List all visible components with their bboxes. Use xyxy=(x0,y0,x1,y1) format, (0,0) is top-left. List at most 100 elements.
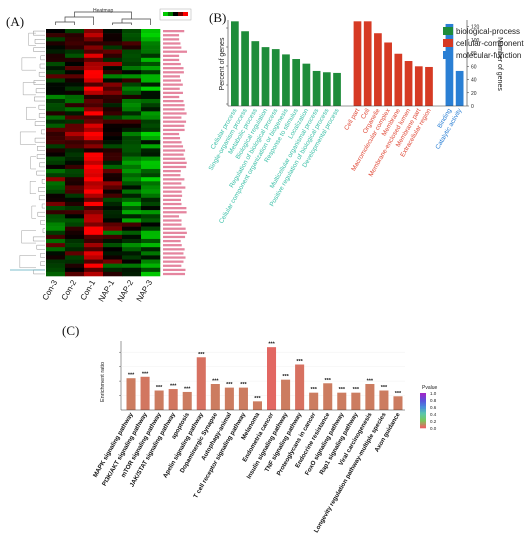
heatmap-cell xyxy=(46,53,66,59)
heatmap-cell xyxy=(84,226,104,232)
kegg-bar xyxy=(168,389,178,410)
row-dendrogram xyxy=(21,57,36,71)
colorbar-segment xyxy=(420,414,426,417)
heatmap-cell xyxy=(84,238,104,244)
heatmap-cell xyxy=(141,160,161,166)
heatmap-cell xyxy=(65,148,85,153)
heatmap-cell xyxy=(46,271,66,277)
significance-label: *** xyxy=(367,379,374,385)
go-category-label: Cell xyxy=(360,108,372,121)
row-dendrogram xyxy=(28,32,36,46)
row-label-mark xyxy=(163,211,187,214)
heatmap-cell xyxy=(141,222,161,227)
heatmap-cell xyxy=(65,247,85,252)
heatmap-cell xyxy=(65,37,85,42)
heatmap-cell xyxy=(122,168,142,174)
panel-b-label: (B) xyxy=(209,10,227,25)
heatmap-cell xyxy=(141,49,161,54)
row-label-mark xyxy=(163,252,184,255)
heatmap-cell xyxy=(46,263,66,269)
heatmap-cell xyxy=(46,226,66,232)
heatmap-cell xyxy=(122,119,142,124)
significance-label: *** xyxy=(170,384,177,390)
heatmap-cell xyxy=(84,214,104,219)
row-dendrogram xyxy=(30,156,36,170)
row-label-mark xyxy=(163,54,180,57)
row-dendrogram xyxy=(41,179,45,184)
heatmap-cell xyxy=(141,173,161,178)
heatmap-cell xyxy=(84,255,104,260)
heatmap-cell xyxy=(103,45,123,50)
heatmap-cell xyxy=(141,152,161,157)
heatmap-cell xyxy=(65,193,85,199)
heatmap-cell xyxy=(141,98,161,104)
heatmap-cell xyxy=(122,218,142,223)
panel-a-label: (A) xyxy=(6,14,25,29)
go-bar xyxy=(404,61,413,106)
heatmap-cell xyxy=(84,103,104,108)
kegg-bar xyxy=(210,384,220,410)
heatmap-cell xyxy=(84,173,104,178)
heatmap-cell xyxy=(65,173,85,178)
heatmap-cell xyxy=(122,148,142,153)
heatmap-panel: Heatmap Con-3 Con-2 Con-1 NAP-1 NAP-2 NAP-3 xyxy=(10,8,192,303)
kegg-bar xyxy=(224,387,234,410)
kegg-bar xyxy=(337,392,347,410)
row-label-mark xyxy=(163,190,182,193)
heatmap-cell xyxy=(46,90,66,96)
heatmap-cell xyxy=(122,140,142,145)
row-label-mark xyxy=(163,153,184,156)
go-bar xyxy=(231,21,239,107)
left-axis-label: Percent of genes xyxy=(219,37,226,90)
significance-label: *** xyxy=(254,396,261,402)
row-dendrogram xyxy=(41,203,45,209)
heatmap-cell xyxy=(122,251,142,256)
column-dendrogram xyxy=(112,22,132,25)
heatmap-cell xyxy=(141,45,161,50)
significance-label: *** xyxy=(184,386,191,392)
heatmap-cell xyxy=(65,230,85,236)
heatmap-cell xyxy=(65,164,85,170)
right-tick-label: 20 xyxy=(471,91,477,97)
heatmap-cell xyxy=(46,214,66,219)
heatmap-cell xyxy=(65,197,85,203)
go-bar xyxy=(261,47,270,106)
colorbar-segment xyxy=(420,406,426,408)
heatmap-cell xyxy=(84,197,104,203)
heatmap-cell xyxy=(84,70,104,75)
significance-label: *** xyxy=(310,387,317,393)
go-bar xyxy=(425,66,433,106)
heatmap-cell xyxy=(103,70,123,75)
heatmap-cell xyxy=(122,66,142,71)
kegg-bar xyxy=(323,383,333,410)
heatmap-cell xyxy=(65,61,85,67)
heatmap-cell xyxy=(46,173,66,178)
heatmap-cell xyxy=(84,82,104,87)
heatmap-cell xyxy=(141,33,161,38)
heatmap-cell xyxy=(46,144,66,149)
colorbar-segment xyxy=(420,413,426,416)
go-bar xyxy=(353,21,362,107)
heatmap-cell xyxy=(46,33,66,38)
heatmap-cell xyxy=(65,29,85,34)
kegg-bar xyxy=(196,357,206,410)
heatmap-cell xyxy=(141,140,161,145)
significance-label: *** xyxy=(226,382,233,388)
heatmap-cell xyxy=(65,86,85,92)
row-label-mark xyxy=(163,202,182,206)
heatmap-cell xyxy=(122,45,142,50)
heatmap-cell xyxy=(46,152,66,157)
heatmap-column-label: Con-3 xyxy=(41,278,60,302)
heatmap-cell xyxy=(103,49,123,54)
row-dendrogram xyxy=(21,230,36,244)
row-label-mark xyxy=(163,50,187,53)
heatmap-cell xyxy=(122,37,142,42)
heatmap-cell xyxy=(65,259,85,264)
row-label-mark xyxy=(163,207,187,210)
heatmap-cell xyxy=(122,226,142,232)
heatmap-cell xyxy=(122,131,142,137)
row-label-mark xyxy=(163,264,182,267)
heatmap-cell xyxy=(46,206,66,211)
heatmap-cell xyxy=(65,140,85,145)
significance-label: *** xyxy=(212,379,219,385)
